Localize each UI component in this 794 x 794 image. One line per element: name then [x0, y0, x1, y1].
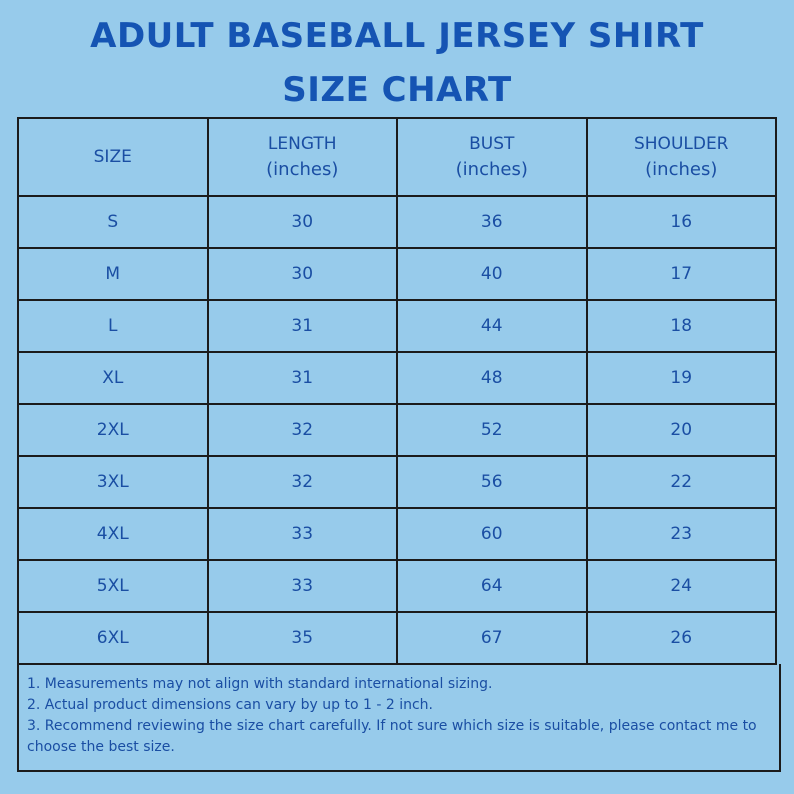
table-row: 3XL 32 56 22: [17, 455, 777, 509]
table-row: 5XL 33 64 24: [17, 559, 777, 613]
header-shoulder: SHOULDER (inches): [585, 117, 777, 197]
notes-box: 1. Measurements may not align with stand…: [17, 664, 781, 772]
table-row: S 30 36 16: [17, 195, 777, 249]
cell-size: 3XL: [17, 455, 209, 509]
cell-length: 31: [206, 299, 398, 353]
cell-bust: 48: [396, 351, 588, 405]
note-3: 3. Recommend reviewing the size chart ca…: [27, 718, 757, 755]
cell-bust: 64: [396, 559, 588, 613]
cell-shoulder: 18: [585, 299, 777, 353]
cell-shoulder: 17: [585, 247, 777, 301]
cell-length: 30: [206, 247, 398, 301]
cell-size: L: [17, 299, 209, 353]
chart-title-line-2: SIZE CHART: [282, 70, 512, 110]
cell-size: 4XL: [17, 507, 209, 561]
cell-length: 30: [206, 195, 398, 249]
header-bust-label: BUST: [469, 134, 515, 154]
cell-size: XL: [17, 351, 209, 405]
cell-size: 6XL: [17, 611, 209, 665]
header-length-label: LENGTH: [267, 134, 337, 154]
note-1: 1. Measurements may not align with stand…: [27, 676, 493, 692]
cell-size: 2XL: [17, 403, 209, 457]
cell-size: S: [17, 195, 209, 249]
table-row: 4XL 33 60 23: [17, 507, 777, 561]
cell-size: M: [17, 247, 209, 301]
table-row: M 30 40 17: [17, 247, 777, 301]
cell-length: 31: [206, 351, 398, 405]
header-length-unit: (inches): [266, 159, 339, 180]
table-header-row: SIZE LENGTH (inches) BUST (inches) SHOUL…: [17, 117, 777, 197]
cell-length: 33: [206, 559, 398, 613]
cell-bust: 52: [396, 403, 588, 457]
cell-shoulder: 19: [585, 351, 777, 405]
cell-bust: 40: [396, 247, 588, 301]
cell-shoulder: 22: [585, 455, 777, 509]
cell-shoulder: 24: [585, 559, 777, 613]
cell-shoulder: 16: [585, 195, 777, 249]
header-size: SIZE: [17, 117, 209, 197]
table-row: 2XL 32 52 20: [17, 403, 777, 457]
size-chart-table: SIZE LENGTH (inches) BUST (inches) SHOUL…: [17, 117, 777, 665]
cell-bust: 60: [396, 507, 588, 561]
cell-length: 32: [206, 455, 398, 509]
header-size-label: SIZE: [93, 147, 132, 167]
header-bust: BUST (inches): [396, 117, 588, 197]
cell-shoulder: 20: [585, 403, 777, 457]
header-shoulder-label: SHOULDER: [633, 134, 729, 154]
cell-bust: 56: [396, 455, 588, 509]
cell-bust: 44: [396, 299, 588, 353]
cell-length: 32: [206, 403, 398, 457]
header-bust-unit: (inches): [455, 159, 528, 180]
table-row: 6XL 35 67 26: [17, 611, 777, 665]
table-row: XL 31 48 19: [17, 351, 777, 405]
header-shoulder-unit: (inches): [645, 159, 718, 180]
note-2: 2. Actual product dimensions can vary by…: [27, 697, 433, 713]
header-length: LENGTH (inches): [206, 117, 398, 197]
chart-title-line-1: ADULT BASEBALL JERSEY SHIRT: [90, 16, 704, 56]
table-row: L 31 44 18: [17, 299, 777, 353]
cell-shoulder: 23: [585, 507, 777, 561]
cell-shoulder: 26: [585, 611, 777, 665]
cell-size: 5XL: [17, 559, 209, 613]
cell-bust: 67: [396, 611, 588, 665]
cell-length: 33: [206, 507, 398, 561]
cell-length: 35: [206, 611, 398, 665]
cell-bust: 36: [396, 195, 588, 249]
